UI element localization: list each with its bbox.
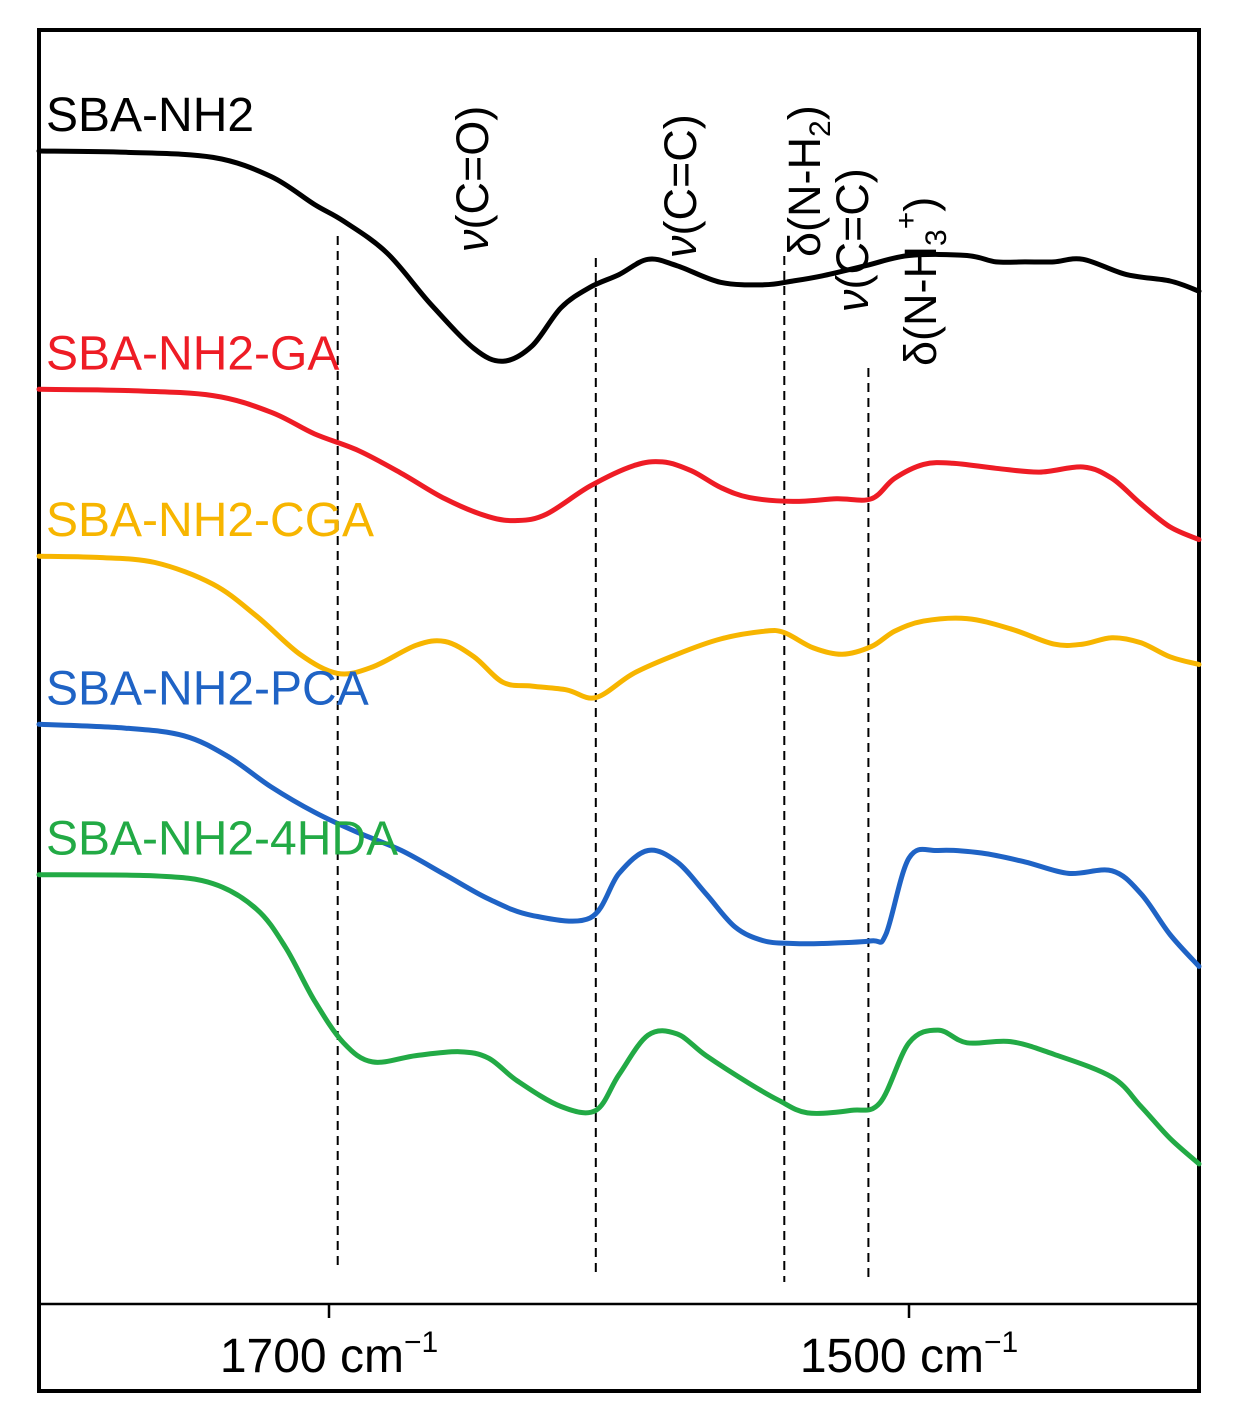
series-line-sba-nh2-pca <box>36 721 1202 969</box>
series-label-sba-nh2: SBA-NH2 <box>46 89 254 142</box>
series-label-sba-nh2-cga: SBA-NH2-CGA <box>46 494 374 547</box>
band-label-2: δ(N-H2) <box>779 105 837 257</box>
series-line-sba-nh2-cga <box>36 553 1202 701</box>
spectra-series <box>36 148 1202 1167</box>
series-label-sba-nh2-ga: SBA-NH2-GA <box>46 327 339 380</box>
series-line-sba-nh2 <box>36 148 1202 364</box>
series-line-sba-nh2-4hda <box>36 872 1202 1167</box>
band-label-4: δ(N-H3+) <box>890 197 953 366</box>
series-line-sba-nh2-ga <box>36 386 1202 543</box>
series-label-sba-nh2-4hda: SBA-NH2-4HDA <box>46 813 398 866</box>
band-annotations: ν(C=O)ν(C=C)δ(N-H2)ν(C=C)δ(N-H3+) <box>336 105 953 1282</box>
band-label-0: ν(C=O) <box>447 106 498 252</box>
x-tick-label-0: 1700 cm−1 <box>220 1326 438 1383</box>
band-label-1: ν(C=C) <box>655 114 706 258</box>
series-label-sba-nh2-pca: SBA-NH2-PCA <box>46 662 369 715</box>
x-tick-label-1: 1500 cm−1 <box>800 1326 1018 1383</box>
series-labels: SBA-NH2 SBA-NH2-GA SBA-NH2-CGA SBA-NH2-PCA S… <box>46 89 398 866</box>
plot-frame <box>37 28 1201 1393</box>
band-label-3: ν(C=C) <box>827 168 878 312</box>
x-axis-ticks: 1700 cm−1 1500 cm−1 <box>220 1304 1018 1383</box>
